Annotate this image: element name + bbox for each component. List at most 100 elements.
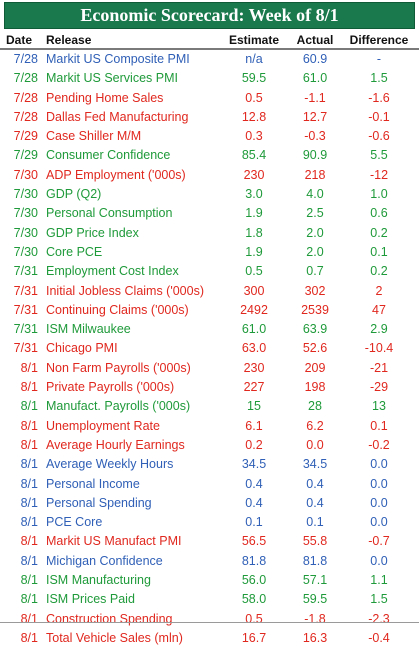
table-row: 8/1 Manufact. Payrolls ('000s) 15 28 13 bbox=[0, 397, 419, 416]
cell-estimate: 1.8 bbox=[245, 225, 263, 240]
cell-date: 8/1 bbox=[20, 418, 38, 433]
cell-release: Initial Jobless Claims ('000s) bbox=[46, 283, 204, 298]
cell-actual: 218 bbox=[304, 167, 326, 182]
cell-actual: 4.0 bbox=[306, 187, 324, 202]
cell-date: 7/31 bbox=[13, 264, 38, 279]
cell-difference: -0.1 bbox=[368, 109, 390, 124]
cell-date: 8/1 bbox=[20, 399, 38, 414]
cell-actual: 52.6 bbox=[302, 341, 328, 356]
cell-estimate: 1.9 bbox=[245, 244, 263, 259]
cell-estimate: 81.8 bbox=[241, 553, 267, 568]
column-header-row: Date Release Estimate Actual Difference bbox=[0, 30, 419, 50]
cell-actual: 63.9 bbox=[302, 322, 328, 337]
cell-release: Chicago PMI bbox=[46, 341, 118, 356]
cell-difference: -29 bbox=[369, 380, 389, 395]
cell-estimate: 56.5 bbox=[241, 534, 267, 549]
cell-actual: 57.1 bbox=[302, 573, 328, 588]
table-body: 7/28 Markit US Composite PMI n/a 60.9 - 7/28 M… bbox=[0, 50, 419, 648]
cell-actual: 0.7 bbox=[306, 264, 324, 279]
cell-estimate: 3.0 bbox=[245, 187, 263, 202]
cell-release: ISM Manufacturing bbox=[46, 573, 151, 588]
cell-difference: -0.4 bbox=[368, 630, 390, 645]
cell-difference: 0.6 bbox=[370, 206, 388, 221]
cell-release: Private Payrolls ('000s) bbox=[46, 380, 175, 395]
cell-actual: 0.4 bbox=[306, 495, 324, 510]
cell-date: 8/1 bbox=[20, 534, 38, 549]
cell-date: 7/29 bbox=[13, 148, 38, 163]
cell-estimate: 15 bbox=[247, 399, 261, 414]
table-row: 8/1 Average Weekly Hours 34.5 34.5 0.0 bbox=[0, 455, 419, 474]
table-row: 7/29 Consumer Confidence 85.4 90.9 5.5 bbox=[0, 146, 419, 165]
table-row: 7/31 ISM Milwaukee 61.0 63.9 2.9 bbox=[0, 320, 419, 339]
table-row: 7/30 Personal Consumption 1.9 2.5 0.6 bbox=[0, 204, 419, 223]
cell-estimate: 85.4 bbox=[241, 148, 267, 163]
cell-estimate: 58.0 bbox=[241, 592, 267, 607]
cell-release: Dallas Fed Manufacturing bbox=[46, 109, 189, 124]
cell-actual: 60.9 bbox=[302, 52, 328, 66]
cell-release: Case Shiller M/M bbox=[46, 129, 142, 144]
cell-difference: -0.6 bbox=[368, 129, 390, 144]
cell-release: Markit US Composite PMI bbox=[46, 52, 190, 66]
table-row: 7/29 Case Shiller M/M 0.3 -0.3 -0.6 bbox=[0, 127, 419, 146]
cell-actual: 2.0 bbox=[306, 225, 324, 240]
cell-actual: 16.3 bbox=[302, 630, 328, 645]
cell-difference: 1.0 bbox=[370, 187, 388, 202]
cell-date: 7/30 bbox=[13, 206, 38, 221]
cell-release: Pending Home Sales bbox=[46, 90, 164, 105]
table-row: 7/31 Chicago PMI 63.0 52.6 -10.4 bbox=[0, 339, 419, 358]
cell-difference: 13 bbox=[372, 399, 386, 414]
cell-date: 7/31 bbox=[13, 341, 38, 356]
cell-date: 8/1 bbox=[20, 380, 38, 395]
cell-date: 8/1 bbox=[20, 360, 38, 375]
cell-date: 7/28 bbox=[13, 109, 38, 124]
cell-estimate: 59.5 bbox=[241, 71, 267, 86]
cell-actual: 0.0 bbox=[306, 437, 324, 452]
cell-actual: 2.0 bbox=[306, 244, 324, 259]
cell-estimate: 0.4 bbox=[245, 476, 263, 491]
cell-date: 7/28 bbox=[13, 52, 38, 66]
header-difference: Difference bbox=[349, 33, 409, 47]
cell-estimate: 1.9 bbox=[245, 206, 263, 221]
cell-actual: 28 bbox=[308, 399, 322, 414]
cell-release: Personal Consumption bbox=[46, 206, 173, 221]
cell-date: 7/30 bbox=[13, 244, 38, 259]
cell-difference: - bbox=[376, 52, 382, 66]
cell-release: Continuing Claims ('000s) bbox=[46, 302, 189, 317]
cell-actual: 12.7 bbox=[302, 109, 328, 124]
table-row: 8/1 Construction Spending 0.5 -1.8 -2.3 bbox=[0, 610, 419, 629]
cell-date: 7/31 bbox=[13, 302, 38, 317]
cell-release: Consumer Confidence bbox=[46, 148, 171, 163]
table-row: 8/1 Total Vehicle Sales (mln) 16.7 16.3 -0.4 bbox=[0, 629, 419, 648]
cell-date: 8/1 bbox=[20, 592, 38, 607]
table-row: 8/1 ISM Prices Paid 58.0 59.5 1.5 bbox=[0, 590, 419, 609]
cell-difference: 0.0 bbox=[370, 553, 388, 568]
cell-estimate: 0.5 bbox=[245, 264, 263, 279]
cell-estimate: 0.1 bbox=[245, 515, 263, 530]
cell-difference: 0.0 bbox=[370, 515, 388, 530]
cell-date: 7/30 bbox=[13, 167, 38, 182]
cell-difference: 0.2 bbox=[370, 225, 388, 240]
cell-estimate: 6.1 bbox=[245, 418, 263, 433]
cell-estimate: 230 bbox=[243, 167, 265, 182]
cell-release: ISM Prices Paid bbox=[46, 592, 135, 607]
cell-difference: -10.4 bbox=[364, 341, 394, 356]
cell-estimate: n/a bbox=[245, 52, 263, 66]
table-row: 8/1 Personal Spending 0.4 0.4 0.0 bbox=[0, 494, 419, 513]
table-row: 8/1 Markit US Manufact PMI 56.5 55.8 -0.7 bbox=[0, 532, 419, 551]
table-row: 7/31 Continuing Claims ('000s) 2492 2539 47 bbox=[0, 301, 419, 320]
cell-difference: 0.2 bbox=[370, 264, 388, 279]
cell-difference: 1.5 bbox=[370, 71, 388, 86]
cell-release: Employment Cost Index bbox=[46, 264, 179, 279]
cell-release: Personal Spending bbox=[46, 495, 152, 510]
cell-estimate: 56.0 bbox=[241, 573, 267, 588]
cell-release: Personal Income bbox=[46, 476, 140, 491]
cell-release: Construction Spending bbox=[46, 611, 173, 626]
cell-actual: 34.5 bbox=[302, 457, 328, 472]
cell-actual: -1.1 bbox=[304, 90, 326, 105]
cell-difference: 1.1 bbox=[370, 573, 388, 588]
table-row: 7/28 Dallas Fed Manufacturing 12.8 12.7 -0.1 bbox=[0, 108, 419, 127]
cell-actual: 2539 bbox=[301, 302, 329, 317]
table-row: 8/1 Average Hourly Earnings 0.2 0.0 -0.2 bbox=[0, 436, 419, 455]
cell-actual: 302 bbox=[304, 283, 326, 298]
